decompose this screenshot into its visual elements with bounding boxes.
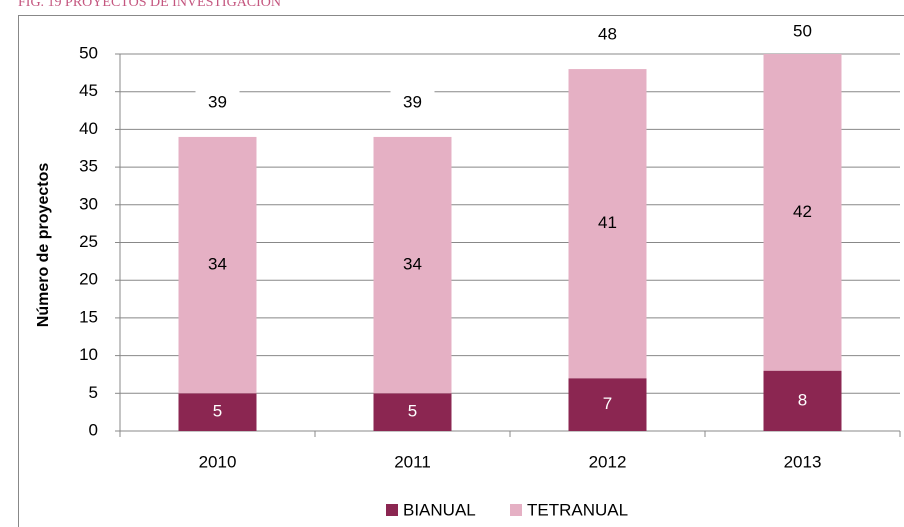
bar-segment	[763, 370, 842, 431]
legend-label: TETRANUAL	[527, 500, 628, 519]
y-axis-label: Número de proyectos	[35, 163, 52, 328]
x-tick-label: 2010	[199, 452, 237, 471]
y-tick-label: 20	[79, 270, 98, 289]
y-tick-label: 35	[79, 157, 98, 176]
y-tick-label: 10	[79, 345, 98, 364]
bar-segment	[373, 393, 452, 431]
total-label-bg	[780, 20, 825, 44]
total-label-bg	[585, 23, 630, 48]
legend-label: BIANUAL	[403, 500, 476, 519]
y-tick-label: 25	[79, 232, 98, 251]
legend-swatch	[510, 504, 522, 516]
y-tick-label: 50	[79, 43, 98, 62]
y-tick-label: 40	[79, 119, 98, 138]
y-tick-label: 0	[89, 420, 98, 439]
data-label: 5	[408, 402, 417, 421]
data-label: 34	[403, 255, 422, 274]
bar-segment	[178, 393, 257, 431]
chart-frame	[18, 15, 904, 527]
data-label: 7	[603, 394, 612, 413]
x-tick-label: 2012	[589, 452, 627, 471]
data-label: 41	[598, 213, 617, 232]
data-label: 42	[793, 202, 812, 221]
y-tick-label: 15	[79, 307, 98, 326]
bar-segment	[763, 54, 842, 371]
total-label: 48	[598, 25, 617, 44]
x-tick-label: 2013	[784, 452, 822, 471]
total-label-bg	[390, 90, 435, 115]
bar-segment	[568, 378, 647, 431]
chart-title: FIG. 19 PROYECTOS DE INVESTIGACIÓN	[18, 0, 281, 10]
x-tick-label: 2011	[394, 452, 431, 471]
total-label-bg	[195, 90, 240, 115]
data-label: 5	[213, 402, 222, 421]
y-tick-label: 30	[79, 194, 98, 213]
bar-segment	[373, 136, 452, 394]
data-label: 8	[798, 390, 807, 409]
bar-segment	[178, 136, 257, 394]
total-label: 39	[208, 92, 227, 111]
y-tick-label: 45	[79, 81, 98, 100]
total-label: 50	[793, 21, 812, 40]
bar-segment	[568, 69, 647, 379]
legend-swatch	[386, 504, 398, 516]
y-tick-label: 5	[89, 383, 98, 402]
total-label: 39	[403, 92, 422, 111]
data-label: 34	[208, 255, 227, 274]
